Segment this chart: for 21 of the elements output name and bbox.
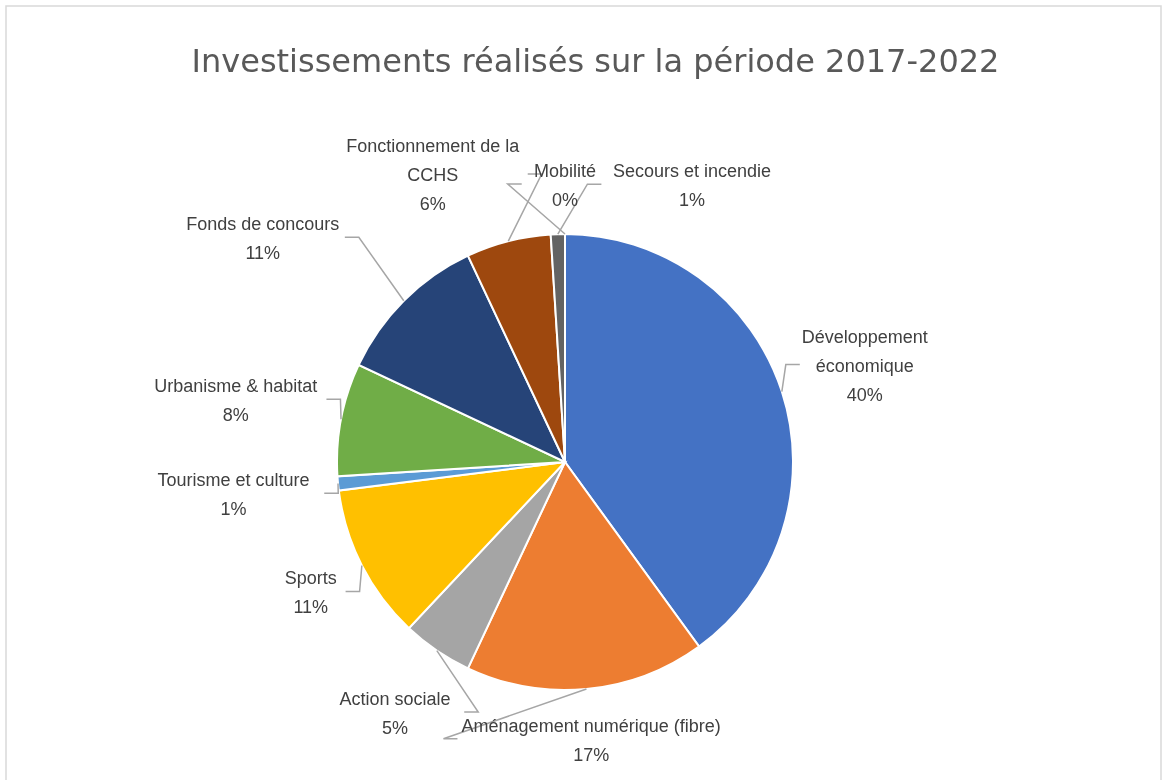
data-label: 8% [222,404,249,425]
slice-label: Développement économique [801,326,928,376]
data-label: 1% [220,499,247,520]
data-label: 11% [293,597,329,618]
slice-label: Urbanisme & habitat [154,375,318,396]
data-label: 40% [846,384,883,405]
data-label: 1% [679,189,706,210]
slice-label: Secours et incendie [613,160,772,181]
slice-label: Action sociale [339,688,451,709]
slice-label: Fonds de concours [186,214,340,235]
data-label: 5% [382,717,409,738]
data-label: 6% [419,194,446,215]
text: 0% [552,189,579,210]
chart-title: Investissements réalisés sur la période 2017-2022 [191,42,1000,80]
category-label: Mobilité [534,160,597,181]
slice-label: Fonctionnement de la CCHS [346,136,521,186]
slice-label: Aménagement numérique (fibre) [461,715,721,736]
slice-label: Tourisme et culture [157,470,310,491]
data-label: 17% [573,744,610,765]
slice-label: Sports [284,568,337,589]
data-label: 11% [245,243,281,264]
